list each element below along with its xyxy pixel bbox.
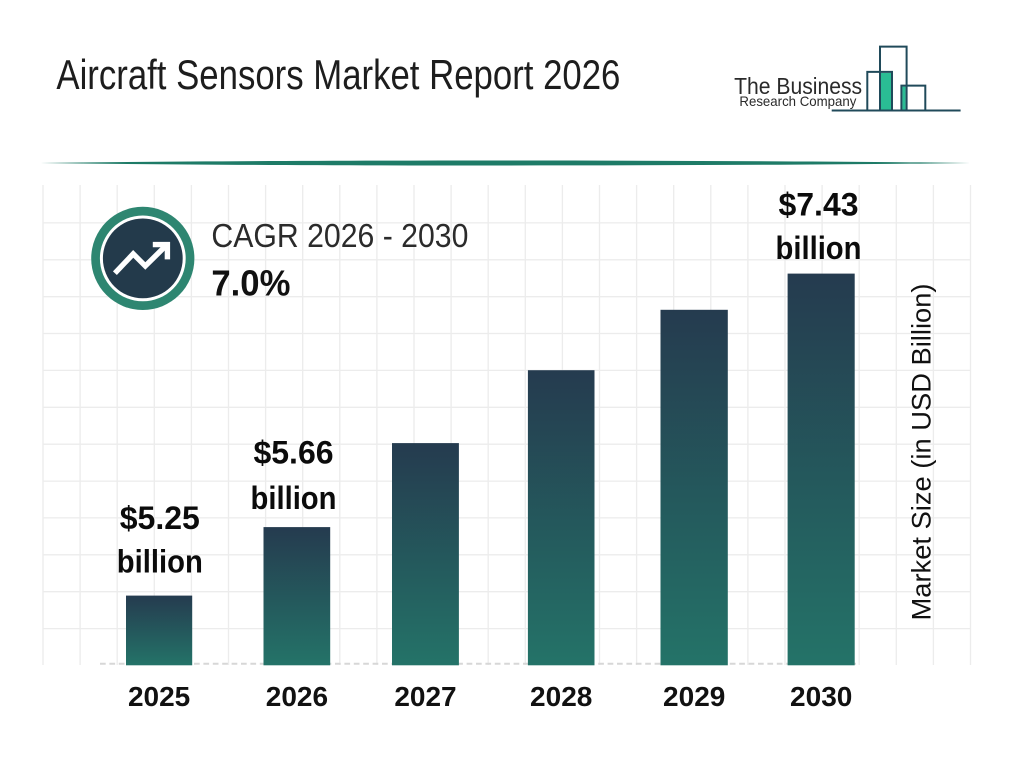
svg-text:Research Company: Research Company	[739, 94, 856, 109]
svg-text:$5.66: $5.66	[253, 435, 333, 471]
svg-text:billion: billion	[117, 543, 203, 579]
svg-text:Market Size (in USD Billion): Market Size (in USD Billion)	[907, 284, 937, 621]
svg-text:The Business: The Business	[734, 73, 862, 99]
svg-text:CAGR 2026 - 2030: CAGR 2026 - 2030	[211, 218, 468, 255]
svg-text:2029: 2029	[663, 681, 725, 712]
svg-text:$5.25: $5.25	[120, 500, 200, 536]
svg-text:7.0%: 7.0%	[211, 263, 290, 304]
svg-text:2030: 2030	[790, 681, 852, 712]
svg-text:2025: 2025	[128, 681, 190, 712]
svg-text:billion: billion	[251, 480, 337, 516]
svg-text:billion: billion	[776, 230, 862, 266]
svg-text:$7.43: $7.43	[778, 186, 858, 222]
svg-text:Aircraft Sensors Market Report: Aircraft Sensors Market Report 2026	[56, 51, 620, 98]
svg-text:2027: 2027	[394, 681, 456, 712]
svg-text:2028: 2028	[530, 681, 592, 712]
svg-text:2026: 2026	[266, 681, 328, 712]
